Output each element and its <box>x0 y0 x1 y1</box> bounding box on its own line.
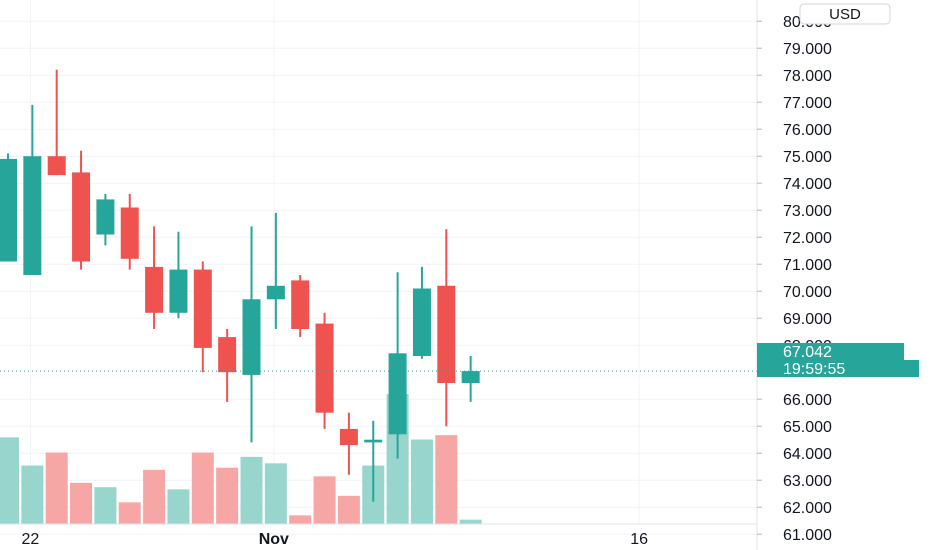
candles <box>0 69 480 502</box>
volume-bar <box>167 489 190 524</box>
candle-body <box>96 199 115 235</box>
y-tick-label: 63.000 <box>783 473 832 490</box>
x-tick-label: Nov <box>259 531 289 548</box>
volume-bar <box>313 476 336 524</box>
volume-bar <box>21 465 44 524</box>
y-tick-label: 70.000 <box>783 284 832 301</box>
y-tick-label: 69.000 <box>783 311 832 328</box>
y-tick-label: 75.000 <box>783 149 832 166</box>
y-tick-label: 65.000 <box>783 419 832 436</box>
volume-bar <box>94 487 117 524</box>
candle-body <box>266 285 285 300</box>
time-axis[interactable]: 22 Nov 16 <box>21 531 648 548</box>
candle-body <box>437 285 456 383</box>
last-price-tag: 67.042 19:59:55 <box>757 343 919 378</box>
candle-body <box>47 156 66 176</box>
price-axis[interactable]: 61.00062.00063.00064.00065.00066.00068.0… <box>757 14 832 544</box>
currency-badge[interactable]: USD <box>799 3 891 25</box>
candle-body <box>315 323 334 413</box>
y-tick-label: 72.000 <box>783 230 832 247</box>
y-tick-label: 76.000 <box>783 122 832 139</box>
candle-body <box>412 288 431 356</box>
candle-body <box>169 269 188 313</box>
candle-body <box>72 172 91 262</box>
volume-bar <box>337 495 360 524</box>
y-tick-label: 61.000 <box>783 527 832 544</box>
volume-bar <box>264 463 287 524</box>
y-tick-label: 77.000 <box>783 95 832 112</box>
volume-bar <box>435 435 458 524</box>
currency-label: USD <box>829 6 861 23</box>
candle-body <box>364 439 383 443</box>
countdown-label: 19:59:55 <box>783 361 845 378</box>
last-price-label: 67.042 <box>783 344 832 361</box>
candle-body <box>291 280 310 329</box>
y-tick-label: 78.000 <box>783 68 832 85</box>
candle-body <box>339 428 358 446</box>
candle-body <box>461 371 480 383</box>
y-tick-label: 74.000 <box>783 176 832 193</box>
volume-bars <box>0 394 482 524</box>
x-tick-label: 22 <box>21 531 39 548</box>
candle-body <box>242 299 261 375</box>
y-tick-label: 71.000 <box>783 257 832 274</box>
volume-bar <box>70 482 93 524</box>
volume-bar <box>216 467 239 524</box>
candle-body <box>0 158 17 262</box>
y-tick-label: 64.000 <box>783 446 832 463</box>
y-tick-label: 79.000 <box>783 41 832 58</box>
volume-bar <box>410 439 433 524</box>
axes <box>0 0 758 550</box>
candle-body <box>193 269 212 348</box>
volume-bar <box>191 452 214 524</box>
y-tick-label: 62.000 <box>783 500 832 517</box>
y-tick-label: 73.000 <box>783 203 832 220</box>
volume-bar <box>0 437 19 524</box>
volume-bar <box>289 515 312 524</box>
candle-body <box>120 207 139 259</box>
volume-bar <box>118 502 141 524</box>
volume-bar <box>459 519 482 524</box>
candle-body <box>23 156 42 275</box>
candle-body <box>388 353 407 435</box>
volume-bar <box>143 469 166 524</box>
grid <box>0 0 757 535</box>
x-tick-label: 16 <box>630 531 648 548</box>
volume-bar <box>240 456 263 524</box>
y-tick-label: 66.000 <box>783 392 832 409</box>
volume-bar <box>45 452 68 524</box>
candle-body <box>145 266 164 313</box>
candle-body <box>218 337 237 373</box>
